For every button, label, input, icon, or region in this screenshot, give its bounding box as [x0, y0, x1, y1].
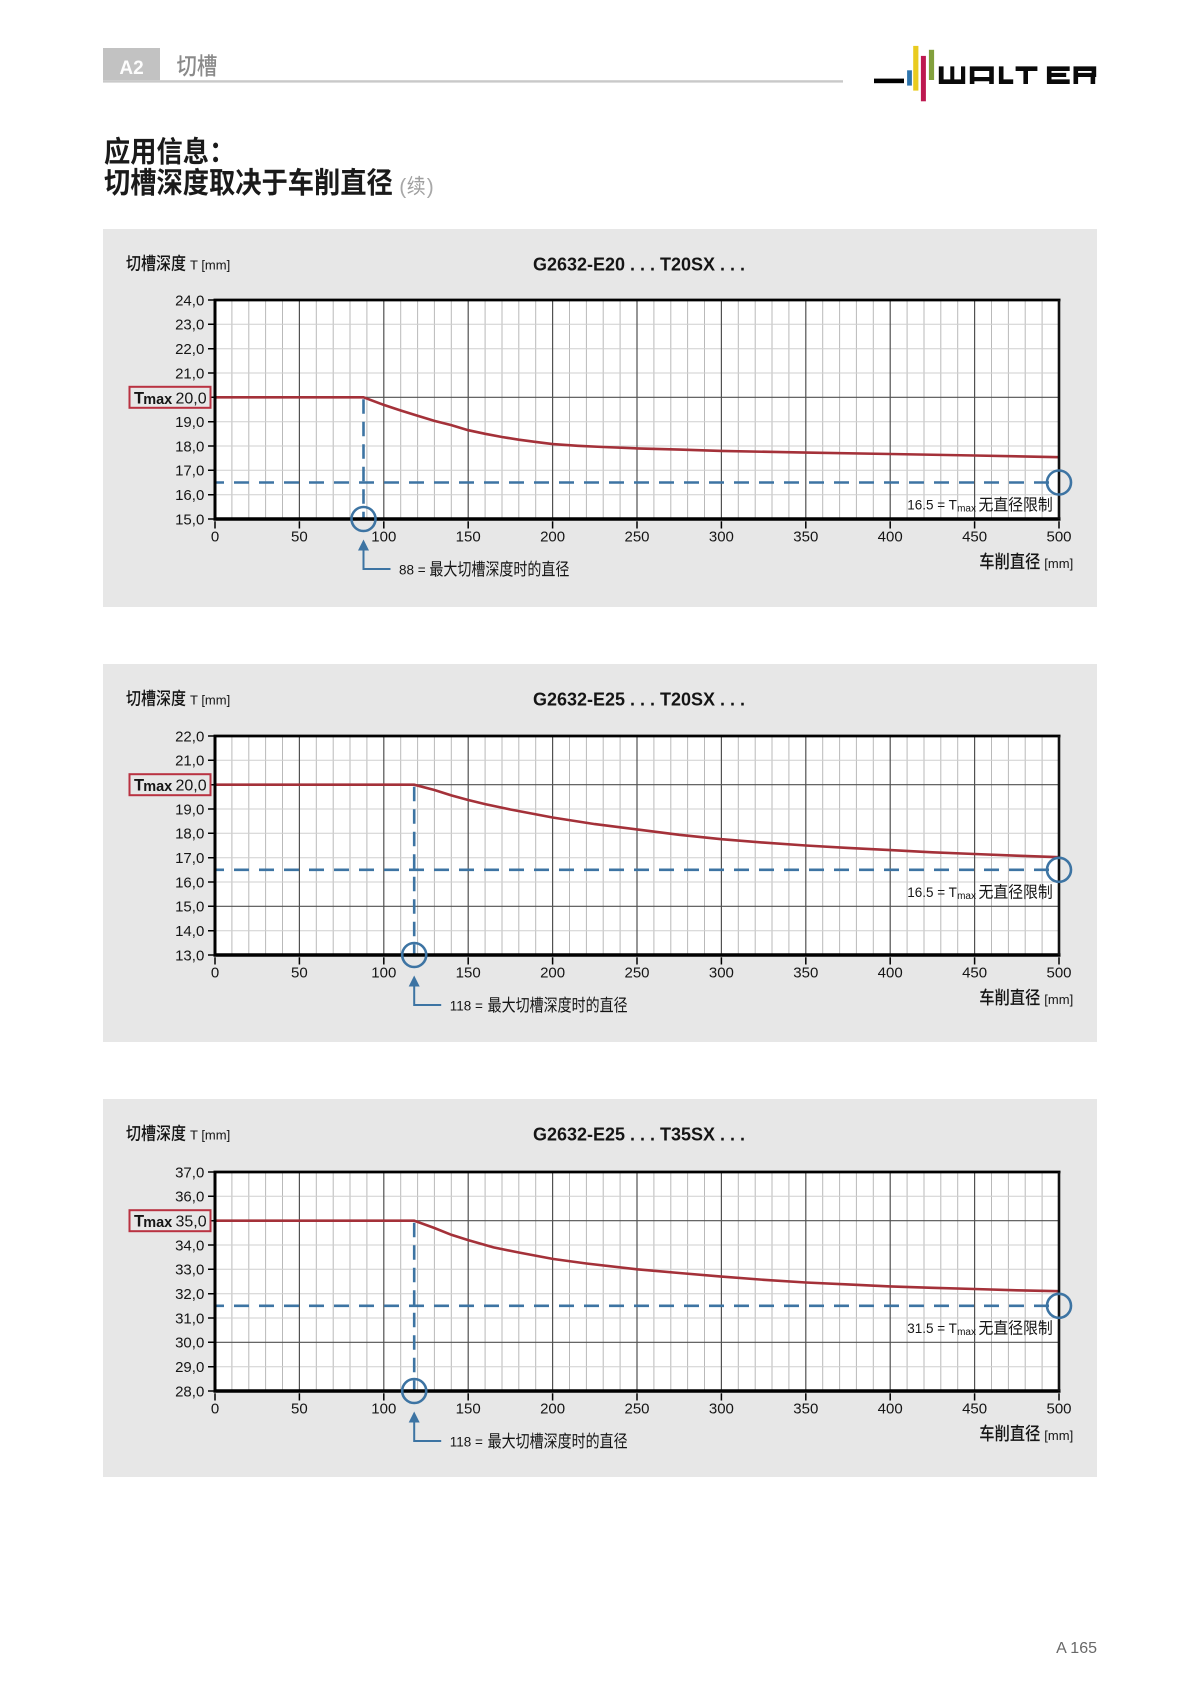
svg-text:14,0: 14,0 [175, 923, 204, 940]
svg-text:17,0: 17,0 [175, 463, 204, 480]
svg-text:): ) [427, 176, 434, 199]
svg-text:max: max [957, 1327, 976, 1338]
svg-text:450: 450 [962, 529, 987, 546]
svg-text:17,0: 17,0 [175, 850, 204, 867]
svg-text:16,0: 16,0 [175, 874, 204, 891]
svg-text:20,0: 20,0 [176, 778, 207, 795]
svg-text:250: 250 [624, 965, 649, 982]
svg-text:23,0: 23,0 [175, 317, 204, 334]
svg-text:350: 350 [793, 529, 818, 546]
svg-text:max: max [143, 1215, 172, 1231]
svg-text:31,0: 31,0 [175, 1310, 204, 1327]
svg-text:35,0: 35,0 [176, 1214, 207, 1231]
svg-text:15,0: 15,0 [175, 511, 204, 528]
svg-text:50: 50 [291, 1401, 308, 1418]
svg-text:118 =: 118 = [450, 1434, 483, 1449]
svg-text:100: 100 [371, 529, 396, 546]
svg-text:A 165: A 165 [1056, 1640, 1097, 1657]
svg-text:18,0: 18,0 [175, 438, 204, 455]
svg-text:200: 200 [540, 965, 565, 982]
svg-text:0: 0 [211, 529, 219, 546]
svg-text:[mm]: [mm] [1044, 992, 1073, 1007]
svg-text:33,0: 33,0 [175, 1262, 204, 1279]
svg-text:18,0: 18,0 [175, 826, 204, 843]
svg-text:0: 0 [211, 1401, 219, 1418]
svg-text:350: 350 [793, 1401, 818, 1418]
svg-text:A2: A2 [119, 58, 143, 79]
svg-text:max: max [957, 891, 976, 902]
svg-text:16,0: 16,0 [175, 487, 204, 504]
svg-text:88 =: 88 = [399, 562, 426, 577]
svg-text:150: 150 [456, 965, 481, 982]
svg-text:300: 300 [709, 529, 734, 546]
svg-text:G2632-E25 . . . T35SX . . .: G2632-E25 . . . T35SX . . . [533, 1125, 745, 1145]
svg-text:250: 250 [624, 1401, 649, 1418]
svg-text:100: 100 [371, 1401, 396, 1418]
svg-text:G2632-E25 . . . T20SX . . .: G2632-E25 . . . T20SX . . . [533, 690, 745, 710]
svg-text:150: 150 [456, 529, 481, 546]
svg-text:400: 400 [878, 965, 903, 982]
svg-text:19,0: 19,0 [175, 414, 204, 431]
svg-text:24,0: 24,0 [175, 292, 204, 309]
svg-text:T [mm]: T [mm] [190, 1128, 230, 1143]
svg-text:400: 400 [878, 1401, 903, 1418]
svg-text:118 =: 118 = [450, 998, 483, 1013]
svg-text:T [mm]: T [mm] [190, 693, 230, 708]
svg-text:22,0: 22,0 [175, 341, 204, 358]
svg-text:19,0: 19,0 [175, 801, 204, 818]
svg-text:300: 300 [709, 965, 734, 982]
svg-text:29,0: 29,0 [175, 1359, 204, 1376]
svg-text:450: 450 [962, 965, 987, 982]
svg-text:T: T [134, 389, 144, 407]
svg-text:22,0: 22,0 [175, 728, 204, 745]
svg-text:32,0: 32,0 [175, 1286, 204, 1303]
svg-text:0: 0 [211, 965, 219, 982]
svg-text:15,0: 15,0 [175, 899, 204, 916]
svg-text:T: T [134, 1213, 144, 1231]
svg-text:20,0: 20,0 [176, 390, 207, 407]
svg-text:21,0: 21,0 [175, 365, 204, 382]
svg-text:13,0: 13,0 [175, 947, 204, 964]
svg-text:max: max [143, 779, 172, 795]
svg-text:28,0: 28,0 [175, 1383, 204, 1400]
svg-text:T: T [134, 777, 144, 795]
svg-text:200: 200 [540, 1401, 565, 1418]
svg-text:250: 250 [624, 529, 649, 546]
svg-text:16.5 = T: 16.5 = T [907, 498, 957, 513]
svg-text:36,0: 36,0 [175, 1189, 204, 1206]
svg-text:max: max [957, 504, 976, 515]
svg-text:[mm]: [mm] [1044, 556, 1073, 571]
svg-text:[mm]: [mm] [1044, 1428, 1073, 1443]
svg-text:450: 450 [962, 1401, 987, 1418]
svg-text:400: 400 [878, 529, 903, 546]
svg-text:G2632-E20 . . . T20SX . . .: G2632-E20 . . . T20SX . . . [533, 255, 745, 275]
svg-text:500: 500 [1046, 529, 1071, 546]
svg-text:21,0: 21,0 [175, 753, 204, 770]
svg-text:30,0: 30,0 [175, 1335, 204, 1352]
svg-text:500: 500 [1046, 1401, 1071, 1418]
svg-text:50: 50 [291, 529, 308, 546]
svg-text:T [mm]: T [mm] [190, 258, 230, 273]
svg-text:16.5 = T: 16.5 = T [907, 885, 957, 900]
svg-text:max: max [143, 392, 172, 408]
svg-text:350: 350 [793, 965, 818, 982]
svg-text:100: 100 [371, 965, 396, 982]
svg-text:150: 150 [456, 1401, 481, 1418]
svg-text:500: 500 [1046, 965, 1071, 982]
svg-text:200: 200 [540, 529, 565, 546]
svg-text:300: 300 [709, 1401, 734, 1418]
svg-text:31.5 = T: 31.5 = T [907, 1321, 957, 1336]
svg-text:34,0: 34,0 [175, 1237, 204, 1254]
svg-text:37,0: 37,0 [175, 1164, 204, 1181]
svg-text:50: 50 [291, 965, 308, 982]
svg-text:(: ( [399, 176, 406, 199]
